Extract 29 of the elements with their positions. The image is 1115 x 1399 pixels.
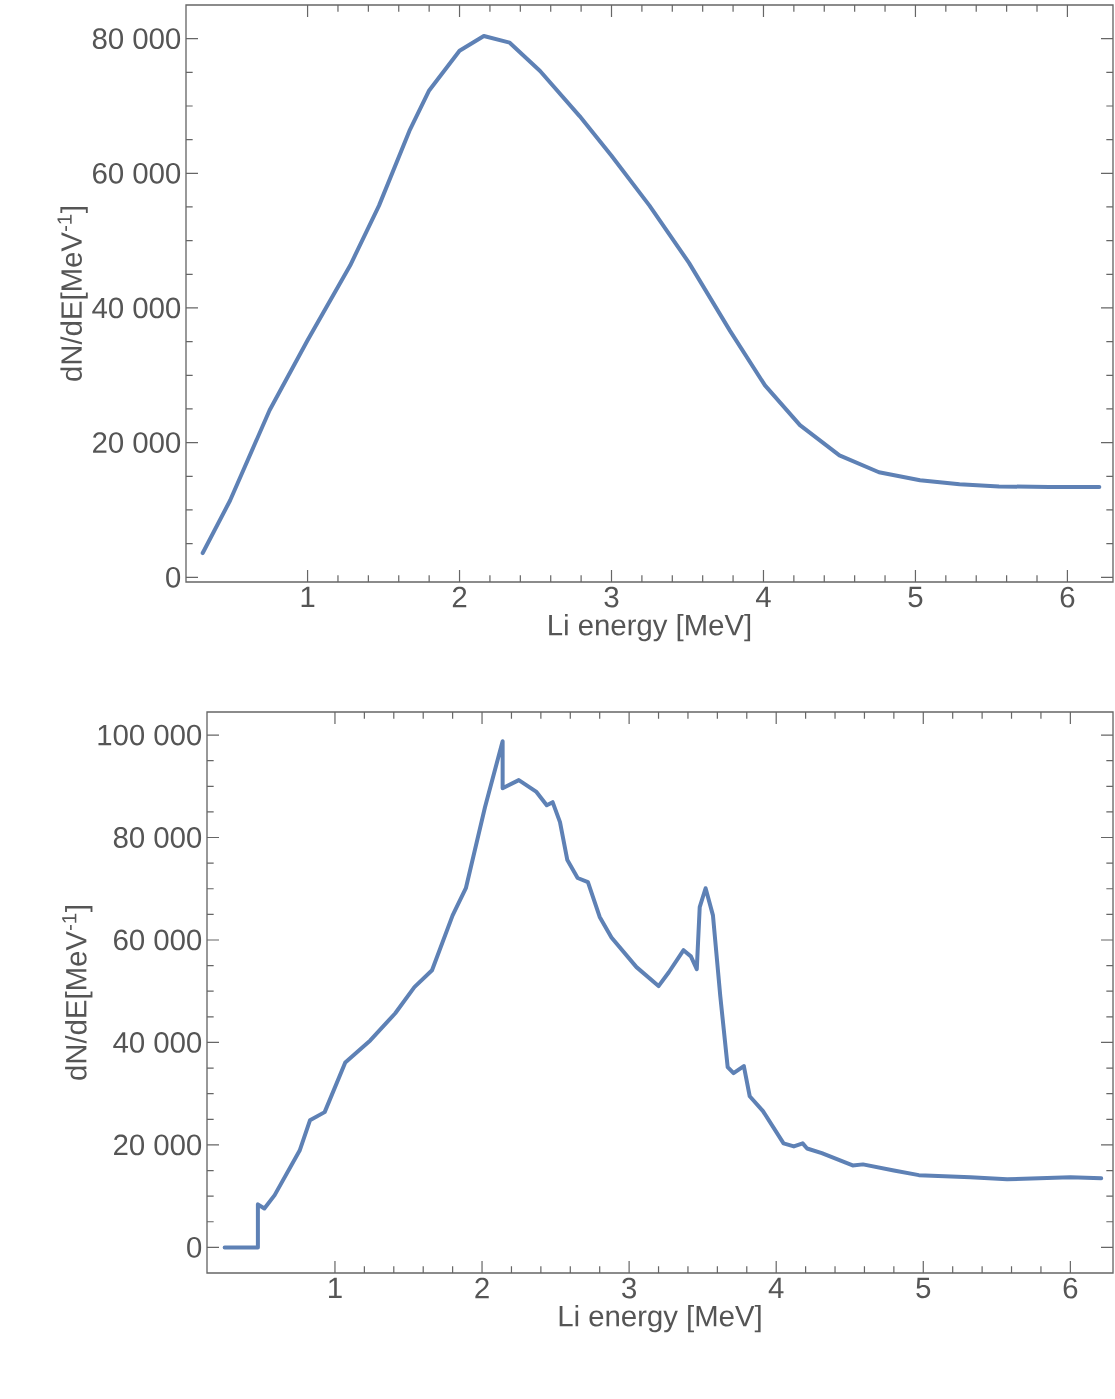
y-axis-title: dN/dE[MeV$^{-1}$] [62, 906, 93, 1080]
x-axis-title: Li energy [MeV] [549, 613, 751, 642]
y-axis-title: dN/dE[MeV$^{-1}$] [57, 207, 88, 381]
y-tick-label: 20 000 [93, 432, 181, 454]
x-tick-label: 4 [768, 1277, 784, 1298]
x-tick-label: 3 [622, 1277, 636, 1299]
x-tick-label: 5 [908, 586, 923, 608]
x-tick-label: 5 [916, 1277, 931, 1299]
line-series [200, 33, 1102, 556]
y-tick-label: 20 000 [114, 1134, 202, 1156]
y-tick-label: 80 000 [92, 28, 181, 50]
line-series [222, 739, 1104, 1250]
y-tick-label: 0 [166, 566, 181, 588]
y-tick-label: 60 000 [93, 162, 181, 184]
y-tick-label: 60 000 [114, 929, 202, 951]
y-tick-label: 100 000 [98, 724, 202, 746]
x-tick-label: 6 [1063, 1277, 1078, 1299]
x-tick-label: 2 [452, 586, 467, 608]
x-axis-title: Li energy [MeV] [559, 1304, 761, 1333]
y-tick-label: 0 [187, 1236, 202, 1258]
x-tick-label: 3 [604, 586, 619, 608]
y-tick-label: 40 000 [92, 297, 181, 319]
x-tick-label: 4 [755, 586, 771, 607]
y-tick-label: 80 000 [113, 827, 202, 848]
x-tick-label: 1 [329, 1277, 342, 1298]
x-tick-label: 1 [301, 586, 315, 607]
x-tick-label: 6 [1060, 586, 1075, 608]
x-tick-label: 2 [475, 1277, 489, 1299]
y-tick-label: 40 000 [113, 1032, 202, 1053]
